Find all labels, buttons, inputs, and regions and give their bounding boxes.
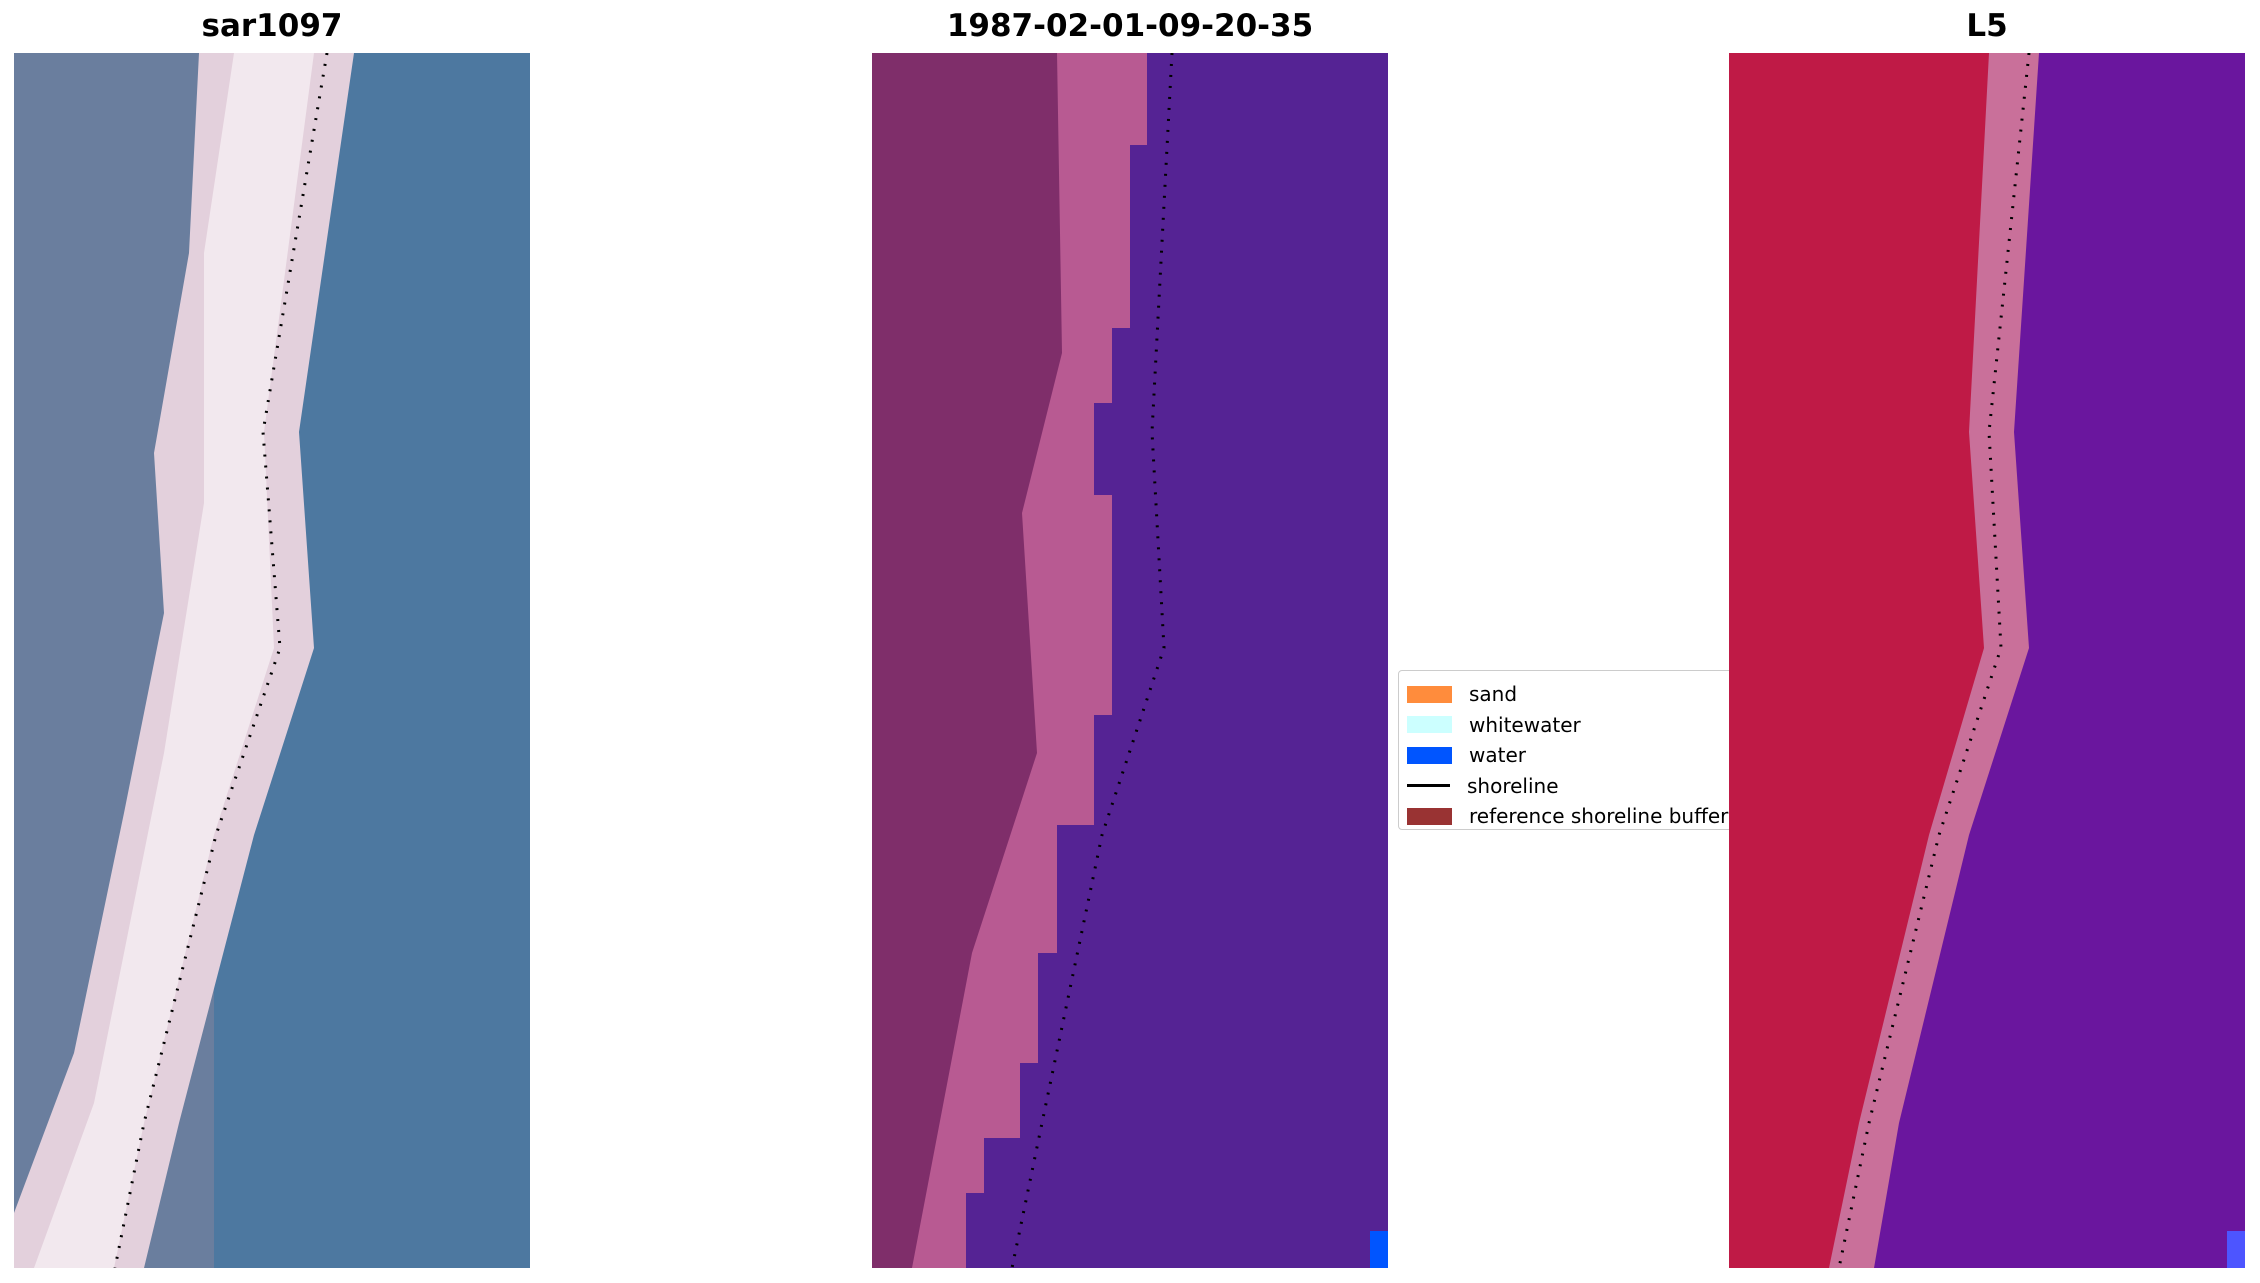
- sar-image: [14, 53, 530, 1268]
- legend: sand whitewater water shoreline reference sh…: [1398, 670, 1780, 830]
- legend-swatch: [1407, 784, 1450, 787]
- legend-item: shoreline: [1407, 771, 1559, 801]
- legend-label: shoreline: [1467, 773, 1559, 798]
- legend-item: sand: [1407, 679, 1517, 709]
- legend-label: whitewater: [1469, 712, 1581, 737]
- panel-title: L5: [1966, 8, 2008, 44]
- panel-title: sar1097: [201, 8, 343, 44]
- legend-label: sand: [1469, 682, 1518, 706]
- classified-image: [872, 53, 1388, 1268]
- legend-swatch: [1407, 685, 1452, 703]
- legend-swatch: [1407, 807, 1452, 825]
- panel-title: 1987-02-01-09-20-35: [946, 8, 1314, 44]
- legend-swatch: [1407, 746, 1452, 764]
- legend-item: reference shoreline buffer: [1407, 801, 1728, 831]
- legend-label: water: [1469, 743, 1526, 767]
- legend-item: water: [1407, 740, 1526, 770]
- legend-label: reference shoreline buffer: [1469, 804, 1729, 828]
- l5-image: [1729, 53, 2245, 1268]
- legend-swatch: [1407, 716, 1452, 733]
- legend-item: whitewater: [1407, 710, 1581, 740]
